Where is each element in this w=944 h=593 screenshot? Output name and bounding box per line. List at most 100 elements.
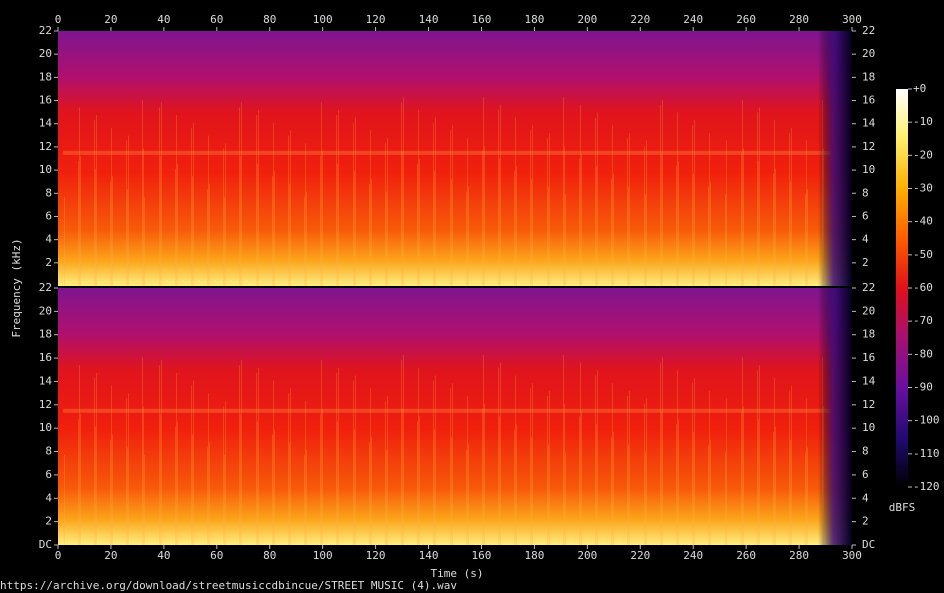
y-tick-label: 4 bbox=[862, 491, 869, 504]
y-tick-label: DC bbox=[39, 538, 52, 551]
streak bbox=[96, 372, 97, 545]
streak bbox=[564, 403, 565, 545]
streak bbox=[289, 184, 290, 286]
colorbar-tick-label: +0 bbox=[913, 82, 926, 95]
streak bbox=[94, 120, 95, 286]
band bbox=[63, 408, 831, 413]
streak bbox=[223, 148, 224, 286]
y-tick-label: 20 bbox=[39, 47, 52, 60]
streak bbox=[209, 184, 210, 286]
streak bbox=[660, 362, 661, 545]
y-tick-label: 6 bbox=[862, 468, 869, 481]
colorbar-tick-label: -40 bbox=[913, 215, 933, 228]
streak bbox=[159, 107, 160, 286]
streak bbox=[401, 359, 402, 545]
streak bbox=[531, 437, 532, 545]
streak bbox=[757, 112, 758, 286]
x-tick-label: 260 bbox=[736, 549, 756, 562]
spectrogram bbox=[58, 288, 852, 545]
y-tick-label: 2 bbox=[45, 256, 52, 269]
y-tick-label: 10 bbox=[862, 421, 875, 434]
streak bbox=[806, 398, 807, 545]
y-tick-label: 12 bbox=[39, 140, 52, 153]
y-axis-label: Frequency (kHz) bbox=[10, 238, 23, 337]
x-tick-label: 260 bbox=[736, 13, 756, 26]
streak bbox=[256, 115, 257, 287]
streak bbox=[96, 115, 97, 287]
streak bbox=[142, 357, 143, 545]
streak bbox=[468, 186, 469, 286]
streak bbox=[646, 140, 647, 286]
streak bbox=[353, 122, 354, 286]
x-tick-label: 240 bbox=[683, 13, 703, 26]
colorbar-tick-label: -60 bbox=[913, 281, 933, 294]
y-tick-label: 12 bbox=[862, 140, 875, 153]
x-tick-label: 80 bbox=[263, 549, 276, 562]
streak bbox=[774, 120, 775, 286]
streak bbox=[758, 161, 759, 286]
streak bbox=[111, 127, 112, 287]
streak bbox=[209, 442, 210, 545]
streak bbox=[176, 115, 177, 287]
streak bbox=[451, 178, 452, 286]
streak bbox=[694, 120, 695, 286]
plot-area bbox=[58, 31, 852, 545]
streak bbox=[499, 158, 500, 286]
y-tick-label: 6 bbox=[862, 209, 869, 222]
streak bbox=[241, 359, 242, 545]
y-tick-label: 22 bbox=[862, 24, 875, 37]
streak bbox=[678, 161, 679, 286]
streak bbox=[450, 388, 451, 545]
streak bbox=[78, 419, 79, 545]
streak bbox=[645, 194, 646, 286]
streak bbox=[451, 437, 452, 545]
y-tick-label: 18 bbox=[39, 70, 52, 83]
streak bbox=[321, 359, 322, 545]
y-tick-label: 22 bbox=[39, 24, 52, 37]
y-tick-label: 8 bbox=[45, 445, 52, 458]
streak bbox=[677, 370, 678, 545]
streak bbox=[288, 135, 289, 286]
streak bbox=[176, 372, 177, 545]
streak bbox=[549, 133, 550, 286]
x-axis-label: Time (s) bbox=[431, 567, 484, 580]
streak bbox=[563, 97, 564, 286]
streak bbox=[225, 143, 226, 286]
streak bbox=[482, 408, 483, 545]
streak bbox=[613, 431, 614, 545]
y-tick-label: 4 bbox=[45, 233, 52, 246]
streak bbox=[710, 181, 711, 286]
x-tick-label: 0 bbox=[55, 13, 62, 26]
streak bbox=[596, 166, 597, 286]
streak bbox=[321, 102, 322, 287]
streak bbox=[288, 393, 289, 545]
streak bbox=[595, 117, 596, 286]
streak bbox=[371, 178, 372, 286]
streak bbox=[726, 140, 727, 286]
streak bbox=[192, 434, 193, 545]
streak bbox=[177, 163, 178, 286]
streak bbox=[694, 377, 695, 545]
streak bbox=[272, 176, 273, 286]
streak bbox=[741, 153, 742, 286]
streak bbox=[676, 166, 677, 286]
colorbar-label: dBFS bbox=[889, 501, 916, 514]
streak bbox=[693, 431, 694, 545]
x-tick-label: 200 bbox=[577, 549, 597, 562]
streak bbox=[516, 166, 517, 286]
streak bbox=[355, 117, 356, 286]
streak bbox=[207, 189, 208, 286]
streak bbox=[435, 375, 436, 545]
streak bbox=[629, 133, 630, 286]
streak bbox=[775, 426, 776, 545]
streak bbox=[143, 406, 144, 545]
y-tick-label: 2 bbox=[862, 515, 869, 528]
streak bbox=[757, 370, 758, 545]
streak bbox=[500, 104, 501, 286]
fade bbox=[818, 31, 852, 286]
streak bbox=[403, 97, 404, 286]
streak bbox=[94, 377, 95, 545]
streak bbox=[434, 171, 435, 286]
x-tick-label: 120 bbox=[366, 549, 386, 562]
y-tick-label: 18 bbox=[862, 70, 875, 83]
